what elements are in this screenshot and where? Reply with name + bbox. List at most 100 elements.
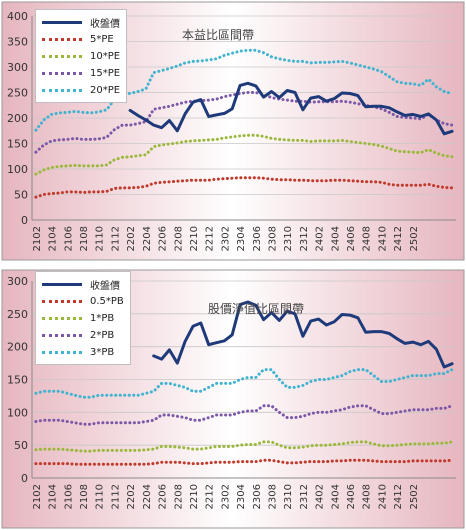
- pe-legend-item-5pe: 5*PE: [42, 31, 120, 48]
- pe-x-tick-label: 2312: [299, 226, 310, 251]
- pb-x-tick-label: 2104: [48, 484, 59, 509]
- pb-x-tick-label: 2110: [95, 484, 106, 509]
- pe-x-tick-label: 2408: [362, 226, 373, 251]
- pe-legend-label-10pe: 10*PE: [90, 51, 121, 62]
- pe-y-tick-label: 250: [7, 87, 28, 100]
- pe-legend-swatch-close: [42, 21, 82, 24]
- pb-legend-label-3pb: 3*PB: [90, 347, 115, 358]
- pe-x-tick-label: 2308: [267, 226, 278, 251]
- pb-legend-swatch-2pb: [42, 334, 82, 337]
- pe-x-tick-label: 2406: [346, 226, 357, 251]
- pb-x-tick-label: 2404: [330, 484, 341, 509]
- pb-x-tick-label: 2406: [346, 484, 357, 509]
- pe-legend-swatch-15pe: [42, 72, 82, 75]
- pe-legend-label-20pe: 20*PE: [90, 85, 121, 96]
- pb-x-tick-label: 2412: [393, 484, 404, 509]
- pe-series-line-close: [128, 81, 454, 136]
- pe-y-tick-label: 50: [14, 189, 28, 202]
- pb-legend-label-close: 收盤價: [90, 281, 120, 292]
- pb-y-tick-label: 150: [7, 374, 28, 387]
- pe-x-tick-label: 2108: [79, 226, 90, 251]
- pe-y-tick-label: 400: [7, 10, 28, 23]
- pe-series-line-5pe: [34, 176, 454, 199]
- pb-series-line-1pb: [34, 440, 454, 453]
- pe-legend-label-15pe: 15*PE: [90, 68, 121, 79]
- pe-legend-item-close: 收盤價: [42, 14, 120, 31]
- pe-legend-swatch-20pe: [42, 89, 82, 92]
- pb-x-tick-label: 2310: [283, 484, 294, 509]
- pb-x-tick-label: 2202: [126, 484, 137, 509]
- pb-legend-label-2pb: 2*PB: [90, 330, 115, 341]
- pb-x-tick-label: 2312: [299, 484, 310, 509]
- pb-legend: 收盤價 0.5*PB 1*PB 2*PB 3*PB: [35, 271, 131, 365]
- pe-y-tick-label: 0: [21, 214, 28, 227]
- pb-legend-swatch-close: [42, 283, 82, 286]
- pe-x-tick-label: 2104: [48, 226, 59, 251]
- pb-x-tick-label: 2206: [158, 484, 169, 509]
- pb-legend-item-3pb: 3*PB: [42, 344, 124, 361]
- pe-x-tick-label: 2206: [158, 226, 169, 251]
- pb-x-tick-label: 2304: [236, 484, 247, 509]
- pb-y-tick-label: 300: [7, 275, 28, 288]
- pe-band-chart-panel: 0 50 100 150 200 250 300 350 400 2102 2104 2106 2108…: [0, 0, 466, 262]
- pe-series-line-10pe: [34, 133, 454, 176]
- pb-series-line-2pb: [34, 404, 454, 426]
- pb-y-tick-label: 50: [14, 439, 28, 452]
- pb-x-tick-label: 2204: [142, 484, 153, 509]
- pe-x-tick-label: 2402: [315, 226, 326, 251]
- pb-legend-swatch-05pb: [42, 300, 82, 303]
- pe-legend: 收盤價 5*PE 10*PE 15*PE 20*PE: [35, 9, 128, 103]
- pe-legend-swatch-10pe: [42, 55, 82, 58]
- pb-series-line-close: [152, 300, 454, 369]
- pb-series-line-3pb: [34, 368, 454, 399]
- pe-x-tick-label: 2212: [205, 226, 216, 251]
- pe-legend-item-20pe: 20*PE: [42, 82, 120, 99]
- pb-y-tick-label: 100: [7, 406, 28, 419]
- pb-legend-label-05pb: 0.5*PB: [90, 296, 124, 307]
- pb-legend-swatch-1pb: [42, 317, 82, 320]
- pb-x-tick-label: 2106: [63, 484, 74, 509]
- pb-legend-item-1pb: 1*PB: [42, 310, 124, 327]
- pb-x-tick-label: 2102: [32, 484, 43, 509]
- pe-x-tick-label: 2404: [330, 226, 341, 251]
- pb-x-tick-label: 2408: [362, 484, 373, 509]
- pe-x-tick-label: 2202: [126, 226, 137, 251]
- pe-x-tick-label: 2210: [189, 226, 200, 251]
- pb-band-chart-panel: 0 50 100 150 200 250 300 2102 2104 2106 2108 2110 21…: [0, 268, 466, 530]
- pe-x-tick-label: 2310: [283, 226, 294, 251]
- pe-y-tick-label: 200: [7, 112, 28, 125]
- pe-x-tick-label: 2412: [393, 226, 404, 251]
- pe-band-chart: 0 50 100 150 200 250 300 350 400 2102 2104 2106 2108…: [1, 1, 465, 261]
- pb-x-tick-label: 2208: [173, 484, 184, 509]
- pe-x-tick-label: 2106: [63, 226, 74, 251]
- pb-x-tick-label: 2112: [110, 484, 121, 509]
- pe-x-tick-label: 2302: [220, 226, 231, 251]
- pb-x-tick-label: 2302: [220, 484, 231, 509]
- pb-legend-swatch-3pb: [42, 351, 82, 354]
- pe-series-line-20pe: [34, 48, 454, 132]
- pe-x-tick-label: 2102: [32, 226, 43, 251]
- pe-y-tick-label: 100: [7, 163, 28, 176]
- pe-y-tick-label: 350: [7, 36, 28, 49]
- pb-x-tick-label: 2402: [315, 484, 326, 509]
- pe-x-tick-label: 2502: [409, 226, 420, 251]
- pb-x-tick-label: 2108: [79, 484, 90, 509]
- pb-x-tick-label: 2306: [252, 484, 263, 509]
- pb-legend-item-05pb: 0.5*PB: [42, 293, 124, 310]
- pe-x-tick-label: 2208: [173, 226, 184, 251]
- pb-x-tick-label: 2410: [377, 484, 388, 509]
- pe-x-tick-label: 2410: [377, 226, 388, 251]
- pb-y-tick-label: 0: [21, 472, 28, 485]
- pb-chart-title: 股價淨值比區間帶: [208, 302, 305, 316]
- pe-legend-label-5pe: 5*PE: [90, 34, 114, 45]
- pb-x-tick-label: 2210: [189, 484, 200, 509]
- pe-x-tick-label: 2204: [142, 226, 153, 251]
- pb-legend-label-1pb: 1*PB: [90, 313, 115, 324]
- pb-x-tick-label: 2502: [409, 484, 420, 509]
- pe-x-tick-label: 2306: [252, 226, 263, 251]
- pe-legend-label-close: 收盤價: [90, 19, 120, 30]
- pb-y-tick-label: 250: [7, 308, 28, 321]
- pb-y-tick-label: 200: [7, 341, 28, 354]
- pe-x-tick-label: 2110: [95, 226, 106, 251]
- pe-x-tick-label: 2304: [236, 226, 247, 251]
